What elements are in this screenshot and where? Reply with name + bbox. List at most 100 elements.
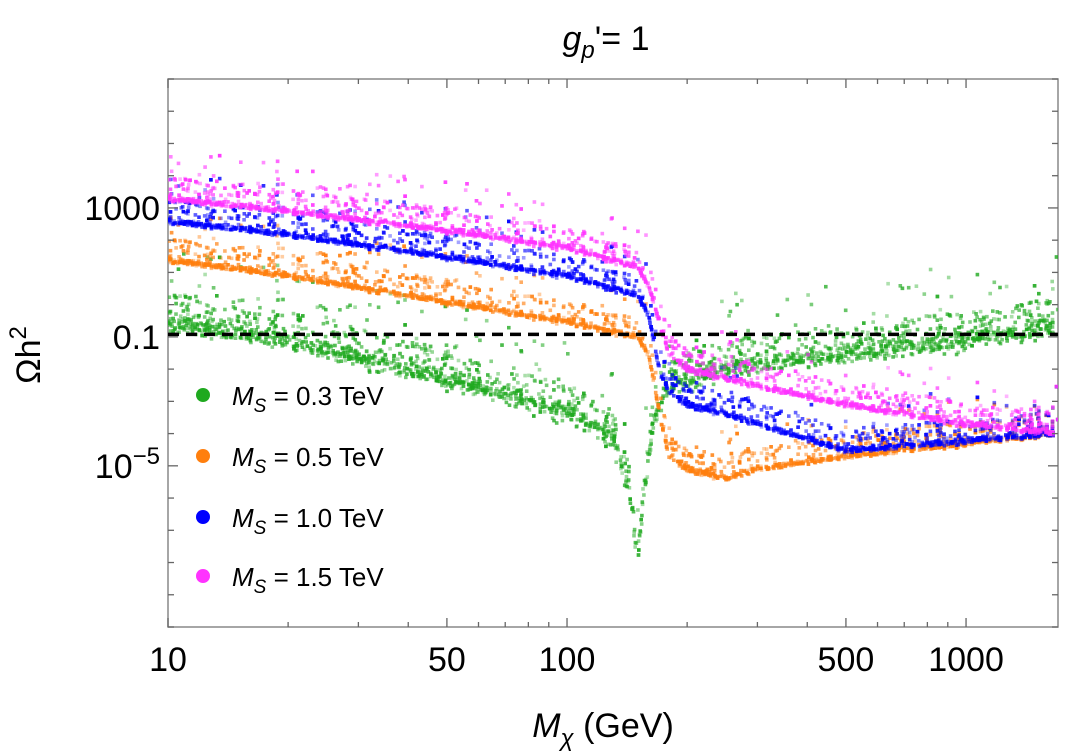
series-0-point xyxy=(351,336,356,340)
series-0-point xyxy=(843,346,847,350)
series-0-point xyxy=(471,376,476,380)
series-0-point xyxy=(1047,328,1051,333)
series-0-point xyxy=(838,346,842,351)
series-0-point xyxy=(962,342,966,346)
series-0-point xyxy=(504,400,509,405)
series-0-point xyxy=(311,330,315,335)
series-0-point xyxy=(1030,320,1034,324)
series-0-point xyxy=(912,321,916,325)
series-0-point xyxy=(972,336,976,340)
series-1-point xyxy=(313,278,318,282)
series-0-point xyxy=(752,356,757,360)
series-0-point xyxy=(960,336,965,340)
series-1-point xyxy=(946,445,951,449)
series-0-point xyxy=(759,341,764,346)
series-0-point xyxy=(653,385,658,389)
series-0-point xyxy=(689,381,693,386)
series-1-point xyxy=(510,293,514,298)
series-0-point xyxy=(1030,328,1034,333)
series-0-point xyxy=(478,383,482,388)
series-1-point xyxy=(887,436,892,440)
series-0-point xyxy=(275,278,279,283)
series-1-point xyxy=(203,227,207,232)
series-1-point xyxy=(251,269,255,273)
series-0-point xyxy=(1025,318,1029,323)
series-1-point xyxy=(932,424,937,428)
series-0-point xyxy=(606,412,610,416)
series-1-point xyxy=(527,313,532,317)
series-1-point xyxy=(742,469,746,473)
series-0-point xyxy=(273,331,278,336)
series-0-point xyxy=(277,297,281,302)
series-0-point xyxy=(623,461,627,466)
series-1-point xyxy=(711,462,716,466)
series-1-point xyxy=(834,444,839,448)
series-1-point xyxy=(367,286,371,290)
series-0-point xyxy=(195,322,200,327)
series-0-point xyxy=(773,340,778,344)
series-0-point xyxy=(259,330,263,335)
series-0-point xyxy=(1022,312,1027,316)
series-0-point xyxy=(211,286,216,290)
series-1-point xyxy=(453,279,457,283)
series-0-point xyxy=(610,436,614,441)
series-1-point xyxy=(709,466,714,470)
series-0-point xyxy=(907,339,912,344)
series-1-point xyxy=(572,321,576,325)
series-0-point xyxy=(296,313,300,317)
series-0-point xyxy=(921,346,925,350)
series-1-point xyxy=(989,438,993,442)
series-1-point xyxy=(762,447,766,451)
series-1-point xyxy=(922,412,927,416)
series-0-point xyxy=(607,424,611,429)
series-1-point xyxy=(267,272,271,277)
series-1-point xyxy=(887,451,891,456)
series-0-point xyxy=(705,364,709,369)
series-0-point xyxy=(513,394,518,398)
series-0-point xyxy=(267,341,271,345)
series-1-point xyxy=(175,261,180,266)
series-0-point xyxy=(727,314,731,318)
series-0-point xyxy=(906,319,911,324)
series-1-point xyxy=(392,290,396,294)
series-0-point xyxy=(434,368,438,372)
series-0-point xyxy=(197,284,202,288)
series-0-point xyxy=(750,339,754,344)
series-0-point xyxy=(722,364,726,368)
series-1-point xyxy=(527,294,531,298)
series-0-point xyxy=(521,384,526,388)
series-0-point xyxy=(383,352,388,357)
series-1-point xyxy=(186,251,190,255)
series-1-point xyxy=(818,452,823,457)
series-0-point xyxy=(278,337,282,342)
series-0-point xyxy=(508,393,513,398)
series-0-point xyxy=(550,408,555,412)
series-1-point xyxy=(957,431,961,435)
series-0-point xyxy=(497,380,502,385)
series-1-point xyxy=(264,269,268,273)
series-1-point xyxy=(332,261,336,265)
series-0-point xyxy=(481,388,485,393)
series-0-point xyxy=(764,349,769,354)
series-1-point xyxy=(414,293,419,298)
series-1-point xyxy=(464,290,469,295)
series-0-point xyxy=(388,366,393,371)
series-0-point xyxy=(559,405,563,410)
series-1-point xyxy=(989,437,993,441)
series-0-point xyxy=(420,366,425,371)
series-0-point xyxy=(532,339,537,343)
series-0-point xyxy=(316,351,321,355)
series-1-point xyxy=(636,299,640,304)
series-1-point xyxy=(362,265,367,269)
series-0-point xyxy=(683,376,687,380)
series-0-point xyxy=(285,334,289,338)
series-0-point xyxy=(183,316,187,320)
series-0-point xyxy=(602,422,607,426)
series-0-point xyxy=(935,318,940,322)
series-0-point xyxy=(987,337,991,342)
series-1-point xyxy=(813,448,818,453)
series-0-point xyxy=(271,320,275,324)
series-0-point xyxy=(300,345,305,349)
series-0-point xyxy=(398,370,402,375)
series-0-point xyxy=(245,324,249,328)
